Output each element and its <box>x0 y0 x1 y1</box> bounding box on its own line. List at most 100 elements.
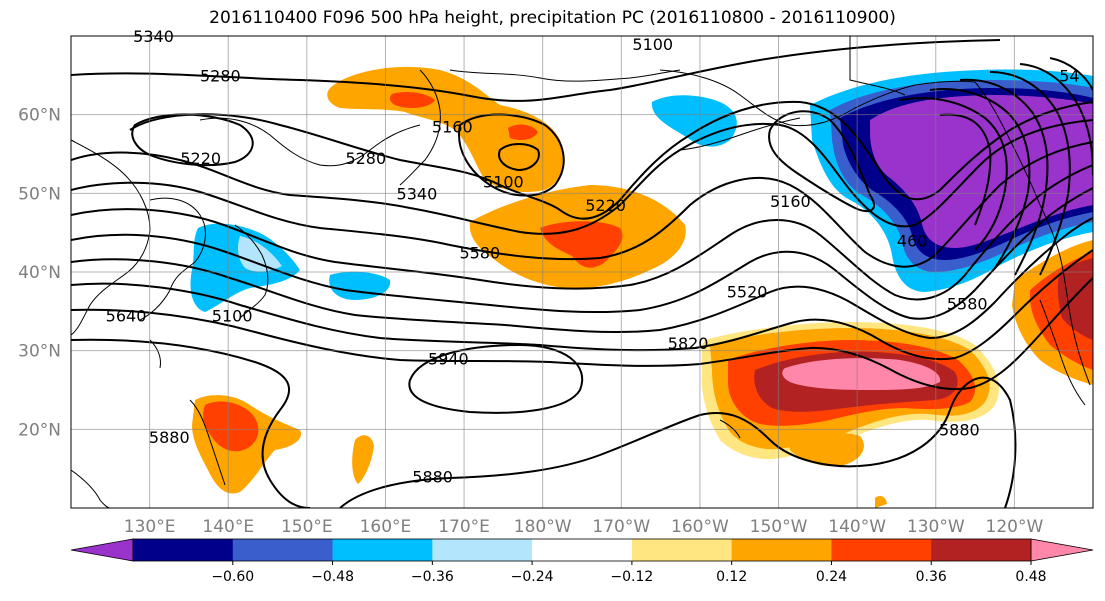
colorbar-extend-low <box>70 538 134 562</box>
contour-line <box>129 100 1093 220</box>
contour-label: 5160 <box>432 117 473 136</box>
coastline-korea-china <box>139 197 206 321</box>
colorbar-frame <box>132 538 1032 562</box>
contour-label: 460 <box>897 232 928 251</box>
coastline-baja <box>1039 299 1086 406</box>
contour-label: 5520 <box>727 283 768 302</box>
negative-anomaly-alaska-core <box>870 95 1093 248</box>
colorbar: −0.60 −0.48 −0.36 −0.24 −0.12 0.12 0.24 0.36 0.4… <box>70 538 1094 585</box>
contour-line <box>71 141 1093 268</box>
longitude-labels: 130°E 140°E 150°E 160°E 170°E 180°W 170°W 160°W… <box>124 517 1044 537</box>
longitude-label: 120°W <box>986 517 1044 537</box>
latitude-label: 40°N <box>18 263 61 283</box>
contour-line <box>71 39 1001 102</box>
colorbar-segment <box>232 539 334 561</box>
colorbar-tick-label: 0.24 <box>816 569 847 585</box>
colorbar-segment <box>631 539 733 561</box>
longitude-label: 130°E <box>124 517 176 537</box>
colorbar-segment <box>931 539 1032 561</box>
contour-line <box>408 343 584 414</box>
longitude-label: 180°W <box>514 517 572 537</box>
positive-anomaly-kamchatka-core <box>508 124 538 140</box>
contour-label: 5880 <box>149 428 190 447</box>
positive-anomaly-okhotsk-core <box>390 92 435 108</box>
contour-label: 5160 <box>770 192 811 211</box>
colorbar-tick-label: −0.24 <box>511 569 554 585</box>
contour-line <box>71 119 1093 235</box>
coastline-russia-east <box>199 117 421 167</box>
contour-line <box>1019 63 1093 176</box>
contour-line <box>498 143 540 172</box>
coastline-canada-border <box>849 36 906 96</box>
precipitation-shading <box>190 66 1093 508</box>
colorbar-extend-high <box>1030 538 1094 562</box>
contour-label: 5640 <box>106 306 147 325</box>
contour-label: 5280 <box>345 149 386 168</box>
contour-line <box>71 164 1093 301</box>
contour-line <box>939 113 992 226</box>
colorbar-segment <box>532 539 633 561</box>
coastline-siberia <box>449 69 681 82</box>
contour-line <box>71 187 1093 320</box>
longitude-label: 150°E <box>281 517 333 537</box>
positive-anomaly-marianas <box>352 435 374 484</box>
contour-label: 54 <box>1059 66 1079 85</box>
colorbar-tick-label: −0.12 <box>610 569 653 585</box>
contour-line <box>458 113 565 197</box>
coastline-asia <box>71 139 151 336</box>
colorbar-segment <box>831 539 932 561</box>
contour-label: 5880 <box>939 420 980 439</box>
latitude-label: 20°N <box>18 420 61 440</box>
longitude-label: 170°E <box>438 517 490 537</box>
positive-anomaly-south-hawaii <box>790 432 864 467</box>
colorbar-tick-label: 0.12 <box>716 569 747 585</box>
contour-line <box>989 71 1071 276</box>
latitude-label: 50°N <box>18 184 61 204</box>
contour-line <box>339 376 1017 508</box>
positive-anomaly-philippines-red <box>203 401 259 452</box>
positive-anomaly-okhotsk <box>327 66 565 192</box>
longitude-label: 140°E <box>202 517 254 537</box>
coastline-north-america <box>974 81 1091 386</box>
colorbar-tick-label: −0.48 <box>311 569 354 585</box>
height-contours <box>71 39 1093 508</box>
contour-label: 5340 <box>397 184 438 203</box>
coastline-japan <box>234 224 269 319</box>
contour-label: 5280 <box>200 66 241 85</box>
contour-line <box>1049 57 1093 91</box>
colorbar-segment <box>432 539 533 561</box>
longitude-label: 130°W <box>907 517 965 537</box>
positive-anomaly-hawaii-pink <box>782 358 941 390</box>
contour-label: 5580 <box>459 243 500 262</box>
contour-label: 5100 <box>632 35 673 54</box>
negative-anomaly-japan-light <box>237 236 282 272</box>
contour-line <box>959 78 1049 276</box>
colorbar-segment <box>133 539 234 561</box>
contour-label: 5220 <box>180 149 221 168</box>
colorbar-tick-label: 0.36 <box>916 569 947 585</box>
coastlines <box>71 36 1091 508</box>
contour-label: 5220 <box>585 196 626 215</box>
contour-label: 5940 <box>428 350 469 369</box>
colorbar-segment <box>332 539 433 561</box>
map-title: 2016110400 F096 500 hPa height, precipit… <box>209 8 896 28</box>
coastline-alaska-peninsula <box>679 117 801 151</box>
contour-line <box>899 97 1008 251</box>
contour-label: 5100 <box>212 306 253 325</box>
contour-line <box>71 338 311 508</box>
gridlines <box>71 36 1093 508</box>
longitude-label: 160°W <box>671 517 729 537</box>
coastline-alaska <box>659 69 976 127</box>
longitude-label: 170°W <box>592 517 650 537</box>
colorbar-tick-label: −0.36 <box>411 569 454 585</box>
contour-label: 5100 <box>483 173 524 192</box>
coastline-southeast-asia <box>71 469 111 508</box>
coastline-taiwan <box>149 339 161 369</box>
positive-anomaly-california-darkred <box>1057 258 1093 340</box>
contour-label: 5580 <box>947 294 988 313</box>
positive-anomaly-dateline-small <box>875 496 887 508</box>
coastline-philippines <box>189 399 226 486</box>
